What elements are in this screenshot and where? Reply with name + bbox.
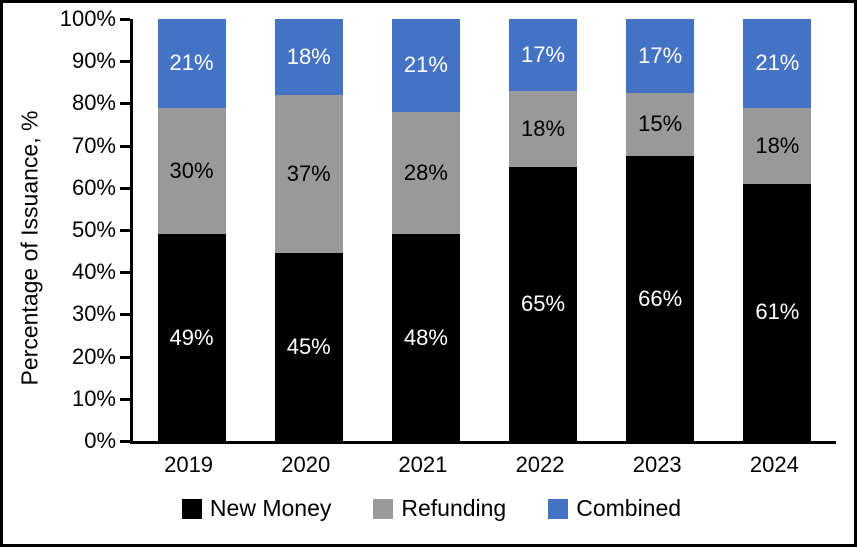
x-axis-label-2024: 2024: [749, 452, 799, 477]
segment-combined: 17%: [509, 19, 578, 91]
segment-refunding: 18%: [509, 90, 578, 167]
x-axis-labels: 2019 2020 2021 2022 2023 2024: [130, 452, 833, 478]
bars-container: 21% 30% 49% 18% 37% 45% 21% 28% 48% 17% 18% 65% 17% 1…: [133, 19, 836, 441]
y-axis-tick: [120, 186, 130, 190]
y-axis-tick: [120, 313, 130, 317]
legend-swatch-combined: [548, 498, 569, 519]
y-axis-tick: [120, 440, 130, 443]
segment-label: 48%: [403, 324, 448, 350]
plot-area: 0% 10% 20% 30% 40% 50% 60% 70% 80% 90% 100% 21% 30%…: [60, 8, 836, 452]
bar-slot-2020: 18% 37% 45%: [250, 19, 367, 441]
x-axis-label-2022: 2022: [515, 452, 565, 477]
bar-slot-2024: 21% 18% 61%: [719, 19, 836, 441]
y-axis-tick-label: 10%: [71, 385, 116, 411]
y-axis-tick-label: 80%: [71, 90, 116, 116]
y-axis-labels: 0% 10% 20% 30% 40% 50% 60% 70% 80% 90% 100%: [46, 8, 116, 452]
segment-new-money: 45%: [274, 253, 343, 441]
x-axis-label-2019: 2019: [164, 452, 214, 477]
segment-label: 45%: [286, 334, 331, 360]
y-axis-tick: [120, 60, 130, 64]
legend-label-new-money: New Money: [209, 495, 332, 521]
segment-label: 66%: [638, 285, 683, 311]
segment-label: 65%: [521, 290, 566, 316]
legend: New Money Refunding Combined: [3, 495, 857, 522]
segment-new-money: 61%: [743, 183, 812, 441]
bar-slot-2021: 21% 28% 48%: [367, 19, 484, 441]
segment-label: 21%: [169, 50, 214, 76]
stacked-bar-2020: 18% 37% 45%: [274, 19, 343, 441]
y-axis-tick-label: 60%: [71, 174, 116, 200]
segment-refunding: 37%: [274, 94, 343, 254]
bar-slot-2023: 17% 15% 66%: [602, 19, 719, 441]
legend-swatch-new-money: [181, 498, 202, 519]
legend-swatch-refunding: [373, 498, 394, 519]
segment-label: 15%: [638, 111, 683, 137]
y-axis-tick-label: 50%: [71, 217, 116, 242]
legend-item-new-money: New Money: [181, 495, 332, 522]
segment-combined: 21%: [743, 19, 812, 108]
stacked-bar-2022: 17% 18% 65%: [509, 19, 578, 441]
legend-item-refunding: Refunding: [373, 495, 506, 522]
y-axis-tick-label: 0%: [84, 428, 116, 453]
segment-refunding: 28%: [391, 111, 460, 235]
y-axis-tick: [120, 144, 130, 148]
segment-new-money: 48%: [391, 234, 460, 441]
y-axis-tick-label: 20%: [71, 343, 116, 369]
stacked-bar-2023: 17% 15% 66%: [626, 19, 695, 441]
segment-label: 30%: [169, 157, 214, 183]
segment-label: 49%: [169, 324, 214, 350]
segment-combined: 17%: [626, 19, 695, 93]
segment-label: 61%: [755, 299, 800, 325]
y-axis-tick: [120, 355, 130, 359]
stacked-bar-2021: 21% 28% 48%: [391, 19, 460, 441]
y-axis-tick: [120, 229, 130, 232]
y-axis-tick: [120, 102, 130, 106]
y-axis-tick-label: 90%: [71, 48, 116, 74]
segment-label: 18%: [521, 115, 566, 141]
segment-label: 18%: [755, 132, 800, 158]
segment-combined: 18%: [274, 19, 343, 95]
x-axis-label-2020: 2020: [281, 452, 331, 477]
y-axis-tick-label: 70%: [71, 132, 116, 158]
x-axis-label-2023: 2023: [632, 452, 682, 477]
legend-item-combined: Combined: [548, 495, 681, 522]
segment-refunding: 15%: [626, 92, 695, 157]
segment-label: 17%: [638, 42, 683, 68]
segment-combined: 21%: [157, 19, 226, 108]
segment-label: 21%: [755, 50, 800, 76]
segment-new-money: 49%: [157, 234, 226, 441]
segment-label: 18%: [286, 43, 331, 69]
segment-combined: 21%: [391, 19, 460, 112]
stacked-bar-2024: 21% 18% 61%: [743, 19, 812, 441]
y-axis-tick: [120, 271, 130, 275]
y-axis-tick-label: 100%: [59, 6, 116, 31]
y-axis-tick-label: 30%: [71, 301, 116, 327]
segment-refunding: 30%: [157, 107, 226, 235]
segment-label: 21%: [403, 52, 448, 78]
segment-refunding: 18%: [743, 107, 812, 184]
bar-slot-2019: 21% 30% 49%: [133, 19, 250, 441]
segment-label: 28%: [403, 160, 448, 186]
y-axis-tick: [120, 397, 130, 401]
x-axis-label-2021: 2021: [398, 452, 448, 477]
segment-label: 17%: [521, 41, 566, 67]
y-axis-title: Percentage of Issuance, %: [16, 110, 43, 386]
bar-slot-2022: 17% 18% 65%: [485, 19, 602, 441]
segment-new-money: 66%: [626, 156, 695, 441]
y-axis-tick-label: 40%: [71, 259, 116, 285]
y-axis-tick: [120, 18, 130, 21]
stacked-bar-2019: 21% 30% 49%: [157, 19, 226, 441]
segment-label: 37%: [286, 161, 331, 187]
segment-new-money: 65%: [509, 166, 578, 441]
legend-label-refunding: Refunding: [401, 495, 507, 521]
legend-label-combined: Combined: [576, 495, 682, 521]
